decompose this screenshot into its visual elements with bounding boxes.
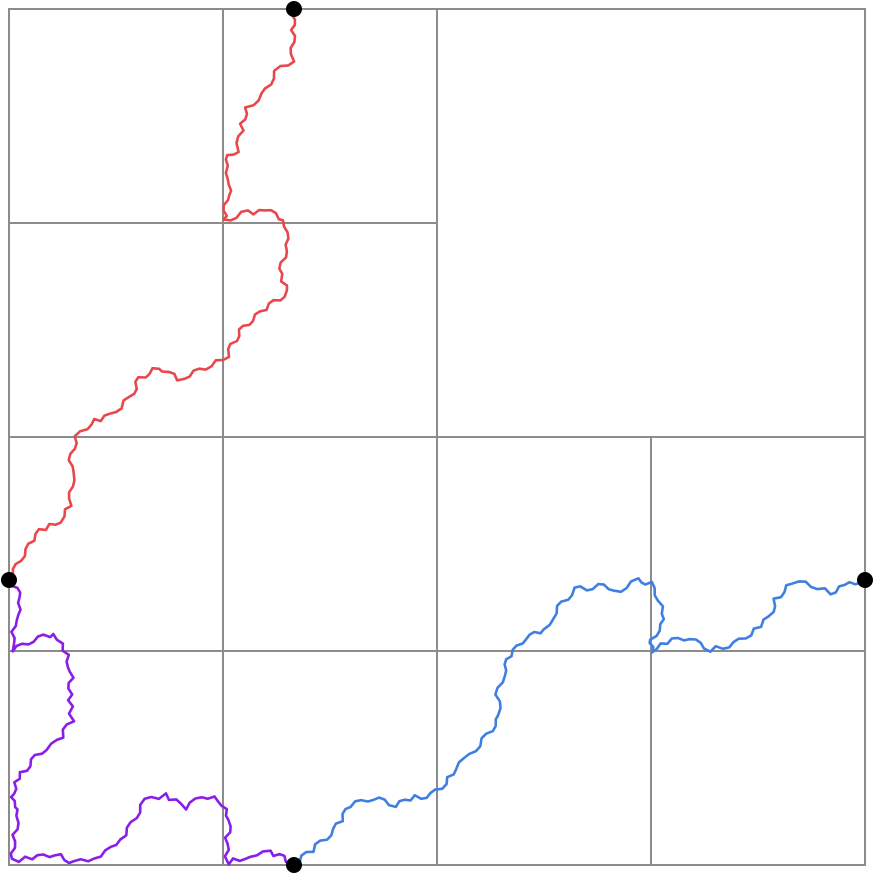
blue-fractal-curve [291, 577, 867, 865]
endpoint-dot [286, 857, 302, 873]
endpoint-dot [286, 1, 302, 17]
purple-fractal-curve [9, 577, 296, 867]
quadtree-grid [8, 8, 866, 866]
endpoint-dot [1, 572, 17, 588]
endpoint-dot [857, 572, 873, 588]
red-fractal-curve [7, 7, 298, 582]
fractal-curves [7, 7, 867, 867]
